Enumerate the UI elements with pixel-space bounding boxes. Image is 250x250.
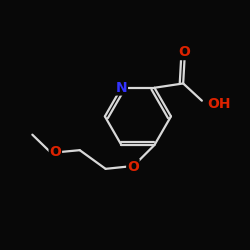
Text: OH: OH [207,96,231,110]
Text: O: O [127,160,139,173]
Text: O: O [179,46,190,60]
Text: O: O [50,146,61,160]
Text: N: N [116,81,127,95]
